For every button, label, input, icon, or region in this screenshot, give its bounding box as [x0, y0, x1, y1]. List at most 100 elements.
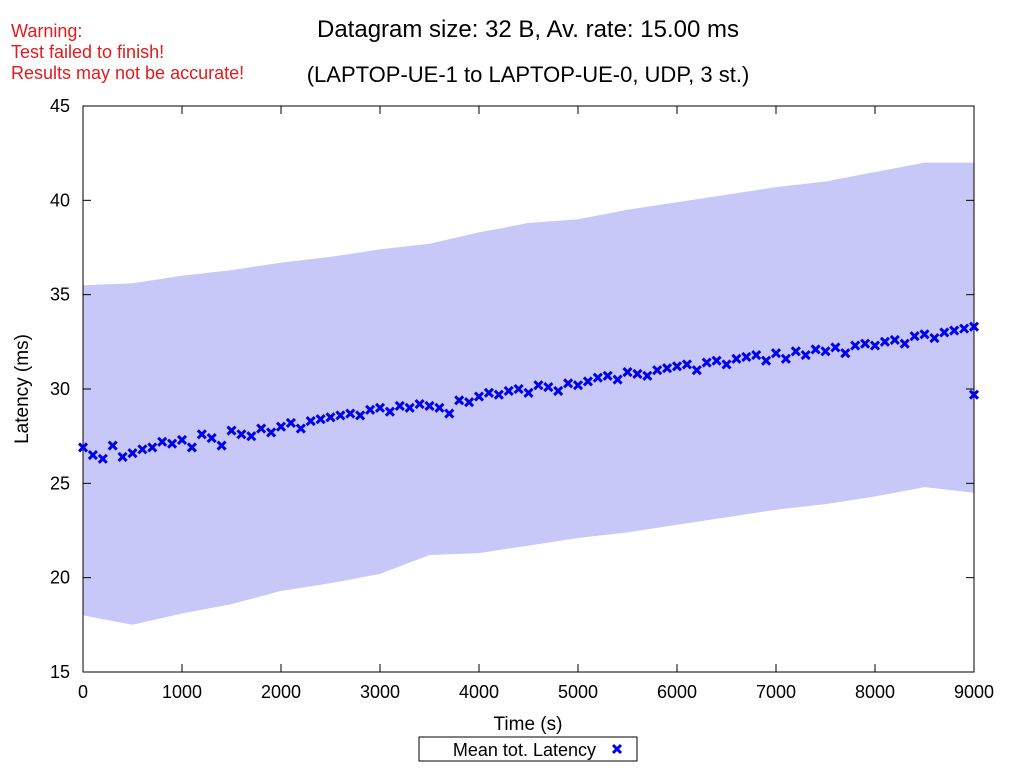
- data-point: [810, 344, 821, 355]
- data-point: [167, 438, 178, 449]
- data-point: [285, 417, 296, 429]
- data-point: [830, 342, 841, 353]
- legend-marker: [611, 743, 623, 755]
- data-point: [642, 370, 653, 381]
- y-tick-label: 25: [50, 473, 70, 493]
- data-point: [97, 453, 108, 464]
- data-point: [899, 338, 910, 349]
- data-point: [840, 348, 851, 359]
- data-point: [424, 400, 435, 412]
- data-point: [176, 434, 188, 446]
- data-point: [256, 423, 267, 434]
- data-point: [919, 329, 930, 340]
- x-tick-label: 4000: [459, 682, 499, 702]
- x-tick-label: 8000: [855, 682, 895, 702]
- x-tick-label: 3000: [360, 682, 400, 702]
- data-point: [226, 425, 237, 436]
- data-point: [404, 402, 415, 413]
- x-tick-label: 7000: [756, 682, 796, 702]
- data-point: [137, 444, 148, 455]
- warning-heading: Warning:: [11, 21, 83, 41]
- mean-latency-points: [77, 321, 980, 464]
- data-point: [850, 340, 861, 351]
- data-point: [790, 346, 801, 357]
- data-point: [365, 404, 376, 415]
- data-point: [533, 380, 544, 391]
- data-point: [949, 325, 960, 336]
- data-point: [454, 395, 465, 406]
- y-tick-label: 30: [50, 379, 70, 399]
- y-axis-label: Latency (ms): [12, 334, 33, 444]
- y-tick-label: 20: [50, 568, 70, 588]
- data-point: [592, 372, 603, 383]
- data-point: [107, 440, 118, 451]
- data-point: [275, 421, 287, 432]
- warning-accuracy-text: Results may not be accurate!: [11, 63, 245, 83]
- data-point: [770, 348, 782, 359]
- data-point: [939, 327, 950, 338]
- data-point: [157, 436, 168, 447]
- data-point: [572, 380, 584, 391]
- data-point: [266, 427, 277, 438]
- data-point: [711, 355, 722, 366]
- data-point: [345, 408, 356, 419]
- data-point: [523, 387, 534, 398]
- data-point: [246, 431, 257, 442]
- data-point: [444, 408, 455, 419]
- x-axis-label: Time (s): [494, 714, 563, 735]
- data-point: [751, 349, 762, 361]
- data-point: [503, 385, 514, 396]
- data-point: [305, 416, 316, 427]
- data-point: [127, 448, 138, 459]
- data-point: [295, 423, 306, 434]
- data-point: [493, 389, 504, 400]
- data-point: [612, 374, 623, 385]
- data-point: [374, 402, 386, 413]
- data-point: [543, 382, 554, 393]
- data-point: [553, 385, 564, 396]
- data-point: [761, 355, 772, 366]
- data-point: [731, 353, 742, 364]
- data-point: [464, 397, 475, 408]
- data-point: [236, 429, 247, 440]
- plot-frame: [82, 105, 975, 673]
- data-point: [384, 406, 395, 417]
- data-point: [632, 368, 643, 379]
- data-point: [315, 414, 326, 425]
- data-point: [196, 429, 207, 440]
- x-tick-label: 9000: [954, 682, 994, 702]
- data-point: [652, 365, 663, 376]
- x-tick-label: 6000: [657, 682, 697, 702]
- data-point: [691, 365, 702, 376]
- x-tick-label: 1000: [162, 682, 202, 702]
- legend: Mean tot. Latency: [418, 736, 638, 762]
- x-tick-label: 0: [78, 682, 88, 702]
- chart-title: Datagram size: 32 B, Av. rate: 15.00 ms: [317, 16, 739, 43]
- data-point: [671, 361, 683, 372]
- y-tick-label: 15: [50, 662, 70, 682]
- y-tick-label: 40: [50, 190, 70, 210]
- data-point: [355, 410, 366, 421]
- y-tick-label: 45: [50, 96, 70, 116]
- legend-marker-icon: [611, 743, 623, 755]
- data-point: [216, 440, 227, 451]
- data-point: [800, 349, 811, 361]
- data-point: [483, 387, 494, 398]
- y-tick-label: 35: [50, 285, 70, 305]
- data-point: [721, 359, 732, 370]
- data-point: [662, 363, 673, 374]
- chart-subtitle: (LAPTOP-UE-1 to LAPTOP-UE-0, UDP, 3 st.): [306, 62, 750, 87]
- data-point: [325, 412, 336, 423]
- data-point: [563, 378, 574, 389]
- data-point: [513, 383, 524, 395]
- data-point: [622, 366, 633, 378]
- data-point: [87, 449, 98, 461]
- data-point: [909, 331, 920, 342]
- data-point: [77, 442, 89, 453]
- x-tick-labels: 0 1000 2000 3000 4000 5000 6000 7000 8000 9000: [78, 682, 994, 702]
- data-point: [117, 451, 128, 462]
- data-point: [582, 376, 593, 387]
- data-point: [968, 389, 980, 400]
- data-point: [860, 338, 871, 349]
